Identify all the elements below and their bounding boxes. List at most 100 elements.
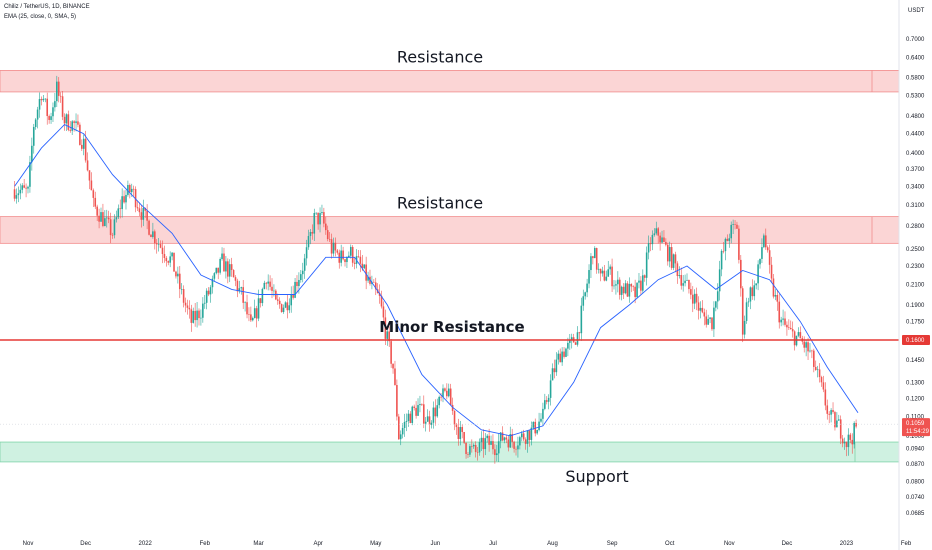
x-tick-label: May: [370, 541, 381, 547]
candle-body: [386, 331, 389, 339]
candle-body: [772, 278, 775, 297]
candle-body: [557, 353, 560, 360]
candle-body: [100, 212, 102, 222]
candle-body: [567, 342, 569, 349]
y-tick-label: 0.1300: [906, 380, 925, 386]
candle-body: [248, 314, 250, 315]
annotations-layer: Resistance Resistance Support Minor Resista…: [379, 47, 628, 485]
x-tick-label: Nov: [724, 541, 735, 547]
candle-body: [311, 232, 314, 234]
candle-body: [46, 98, 49, 117]
candle-body: [707, 318, 709, 325]
candle-body: [313, 212, 316, 234]
candle-body: [194, 310, 196, 321]
candle-body: [592, 256, 594, 259]
candle-body: [578, 332, 581, 334]
candle-body: [242, 287, 244, 303]
candle-body: [499, 432, 502, 442]
candle-body: [807, 342, 809, 352]
y-tick-label: 0.0870: [906, 462, 925, 468]
candle-body: [770, 264, 773, 279]
candle-body: [763, 235, 765, 248]
y-tick-label: 0.2100: [906, 283, 925, 289]
y-tick-label: 0.0800: [906, 479, 925, 485]
candle-body: [407, 413, 410, 421]
time-axis[interactable]: Nov Dec 2022 Feb Mar Apr May Jun Jul Aug Sep Oct Nov…: [23, 541, 912, 547]
candle-body: [334, 242, 337, 251]
price-axis[interactable]: 0.7000 0.6400 0.5800 0.5300 0.4800 0.4400 0.40…: [902, 37, 930, 517]
candle-body: [640, 280, 642, 291]
symbol-legend[interactable]: Chiliz / TetherUS, 1D, BINANCE: [4, 4, 90, 10]
candle-body: [140, 212, 143, 220]
candle-body: [786, 324, 788, 328]
candle-body: [288, 305, 291, 311]
candle-body: [207, 290, 210, 295]
candle-body: [634, 286, 636, 298]
candle-body: [336, 250, 339, 253]
candle-body: [688, 279, 690, 290]
support-zone[interactable]: [0, 441, 900, 463]
candle-body: [421, 404, 423, 405]
candle-body: [261, 288, 264, 304]
candle-body: [699, 307, 702, 311]
candle-body: [359, 256, 362, 264]
candle-body: [123, 196, 125, 203]
candle-body: [595, 248, 598, 270]
candle-body: [588, 270, 590, 284]
candle-body: [836, 420, 838, 428]
candle-body: [88, 170, 91, 181]
candle-body: [555, 359, 558, 373]
candle-body: [276, 299, 279, 301]
candle-body: [340, 250, 342, 263]
candle-body: [605, 276, 608, 281]
candle-body: [776, 295, 779, 302]
candle-body: [203, 302, 206, 304]
candle-body: [834, 412, 836, 428]
candle-body: [44, 98, 47, 100]
support-label: Support: [565, 467, 628, 486]
candle-body: [730, 224, 732, 239]
candle-body: [79, 124, 81, 145]
candle-body: [307, 235, 310, 248]
candle-body: [536, 429, 538, 434]
candle-body: [716, 291, 719, 302]
candle-body: [784, 318, 786, 325]
resistance-label: Resistance: [397, 47, 483, 66]
x-tick-label: Feb: [901, 541, 912, 547]
candle-body: [42, 98, 45, 101]
candle-body: [398, 416, 400, 440]
x-tick-label: Mar: [253, 541, 263, 547]
candle-body: [547, 397, 550, 402]
candle-body: [670, 247, 673, 268]
candle-body: [503, 437, 506, 441]
candle-body: [826, 405, 829, 414]
candle-body: [419, 404, 421, 406]
candle-body: [357, 256, 360, 257]
candle-body: [757, 264, 759, 284]
candle-body: [530, 427, 533, 440]
candle-body: [409, 413, 412, 423]
candle-body: [238, 288, 241, 292]
candle-body: [768, 250, 771, 265]
y-tick-label: 0.1900: [906, 303, 925, 309]
candle-body: [155, 243, 158, 245]
candle-body: [690, 289, 692, 295]
candle-body: [61, 96, 64, 117]
resistance-zone[interactable]: [0, 70, 900, 93]
candle-body: [125, 194, 127, 203]
candle-body: [513, 441, 515, 449]
ema-line[interactable]: [14, 124, 859, 437]
candle-body: [115, 217, 118, 220]
candle-body: [830, 410, 832, 415]
candle-body: [142, 207, 145, 220]
candle-body: [323, 212, 325, 224]
indicator-legend[interactable]: EMA (25, close, 0, SMA, 5): [4, 14, 77, 20]
candle-body: [173, 252, 175, 272]
y-tick-label: 0.1450: [906, 358, 925, 364]
candle-body: [565, 348, 567, 357]
candle-body: [655, 228, 658, 234]
candle-body: [178, 273, 181, 290]
candle-body: [761, 247, 763, 259]
candle-body: [251, 317, 254, 321]
